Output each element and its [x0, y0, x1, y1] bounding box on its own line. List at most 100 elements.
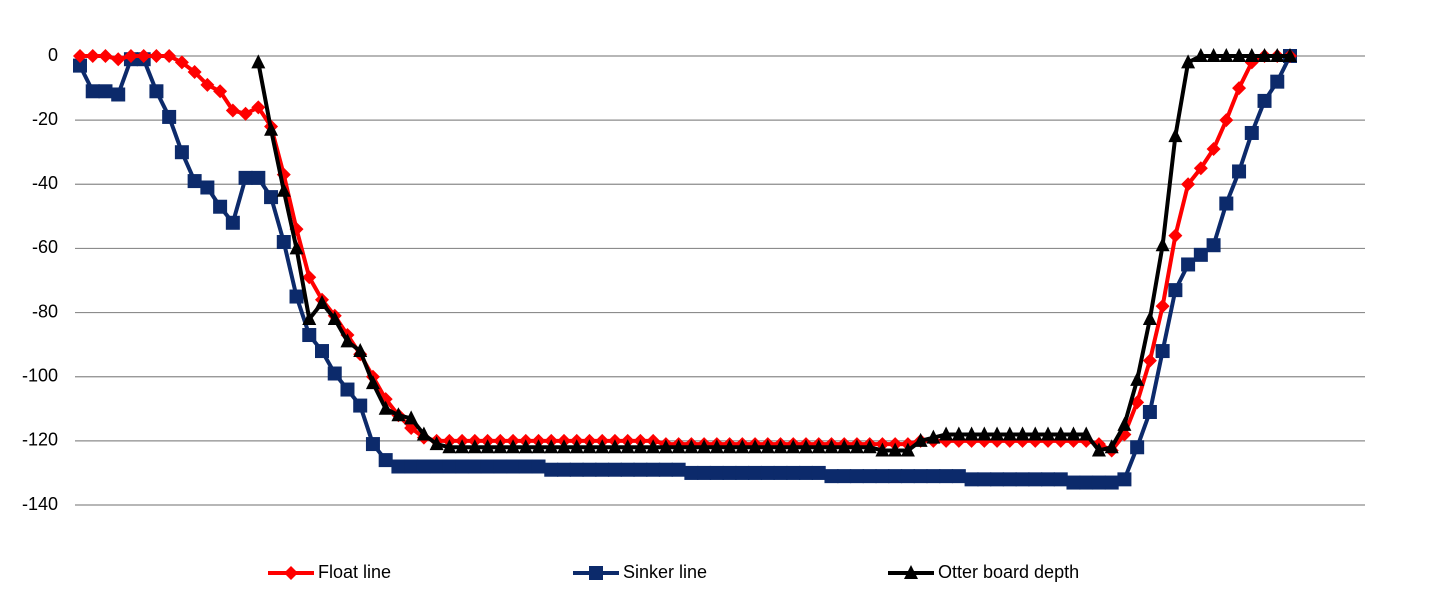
marker — [1002, 472, 1017, 487]
marker — [735, 439, 750, 454]
marker — [722, 439, 737, 454]
marker — [455, 459, 470, 474]
marker — [1206, 238, 1221, 253]
marker — [951, 469, 966, 484]
legend-item: Otter board depth — [888, 562, 1079, 582]
marker — [862, 439, 877, 454]
marker — [1155, 299, 1170, 314]
marker — [697, 465, 712, 480]
marker — [582, 462, 597, 477]
marker — [353, 398, 368, 413]
marker — [607, 462, 622, 477]
marker — [875, 469, 890, 484]
marker — [684, 439, 699, 454]
marker — [1270, 48, 1285, 62]
marker — [1041, 472, 1055, 487]
marker — [264, 121, 279, 136]
marker — [658, 439, 673, 454]
marker — [251, 100, 266, 115]
marker — [658, 462, 673, 477]
marker — [174, 145, 189, 160]
marker — [416, 426, 431, 441]
marker — [1283, 48, 1297, 62]
marker — [404, 459, 419, 474]
marker — [977, 426, 992, 441]
marker — [1181, 177, 1196, 192]
marker — [1104, 475, 1119, 490]
marker — [607, 439, 622, 454]
series — [251, 48, 1297, 457]
marker — [404, 410, 419, 425]
marker — [315, 344, 329, 359]
marker — [888, 442, 903, 457]
marker — [544, 462, 559, 477]
marker — [1066, 426, 1081, 441]
marker — [225, 215, 240, 230]
marker — [1193, 161, 1208, 176]
marker — [518, 459, 533, 474]
marker — [98, 84, 113, 99]
marker — [837, 469, 852, 484]
marker — [73, 49, 87, 63]
marker — [340, 382, 355, 397]
marker — [1041, 426, 1055, 441]
marker — [977, 472, 992, 487]
legend-label: Float line — [318, 562, 391, 582]
marker — [913, 432, 928, 447]
marker — [200, 77, 215, 92]
marker — [506, 439, 521, 454]
y-tick-label: -60 — [32, 237, 58, 257]
marker — [990, 472, 1005, 487]
marker — [1219, 48, 1234, 62]
marker — [315, 294, 329, 309]
marker — [748, 439, 763, 454]
marker — [1015, 472, 1030, 487]
marker — [467, 459, 482, 474]
marker — [990, 426, 1005, 441]
marker — [569, 462, 584, 477]
marker — [225, 103, 240, 118]
legend-label: Sinker line — [623, 562, 707, 582]
marker — [939, 469, 954, 484]
marker — [353, 343, 368, 358]
marker — [327, 366, 342, 381]
marker — [85, 84, 100, 99]
marker — [557, 462, 571, 477]
marker — [773, 465, 788, 480]
marker — [289, 240, 304, 255]
marker — [633, 439, 648, 454]
marker — [939, 426, 954, 441]
marker — [900, 442, 915, 457]
marker — [913, 469, 928, 484]
marker — [620, 439, 635, 454]
marker — [862, 469, 877, 484]
series-line — [256, 54, 1290, 453]
marker — [1219, 113, 1234, 128]
marker — [786, 439, 801, 454]
series — [73, 49, 1297, 458]
y-tick-label: -120 — [22, 430, 58, 450]
marker — [251, 170, 266, 185]
marker — [786, 465, 801, 480]
marker — [1117, 472, 1132, 487]
marker — [442, 459, 457, 474]
marker — [442, 439, 457, 454]
marker — [455, 439, 470, 454]
marker — [238, 106, 253, 121]
marker — [709, 439, 724, 454]
marker — [926, 429, 941, 444]
marker — [531, 459, 546, 474]
marker — [1142, 404, 1157, 419]
marker — [837, 439, 852, 454]
marker — [1244, 48, 1259, 62]
marker — [595, 439, 610, 454]
marker — [429, 459, 444, 474]
marker — [1257, 93, 1272, 108]
marker — [187, 65, 202, 80]
marker — [276, 235, 291, 250]
marker — [849, 469, 864, 484]
marker — [506, 459, 521, 474]
marker — [557, 439, 571, 454]
marker — [760, 465, 775, 480]
marker — [136, 49, 151, 63]
